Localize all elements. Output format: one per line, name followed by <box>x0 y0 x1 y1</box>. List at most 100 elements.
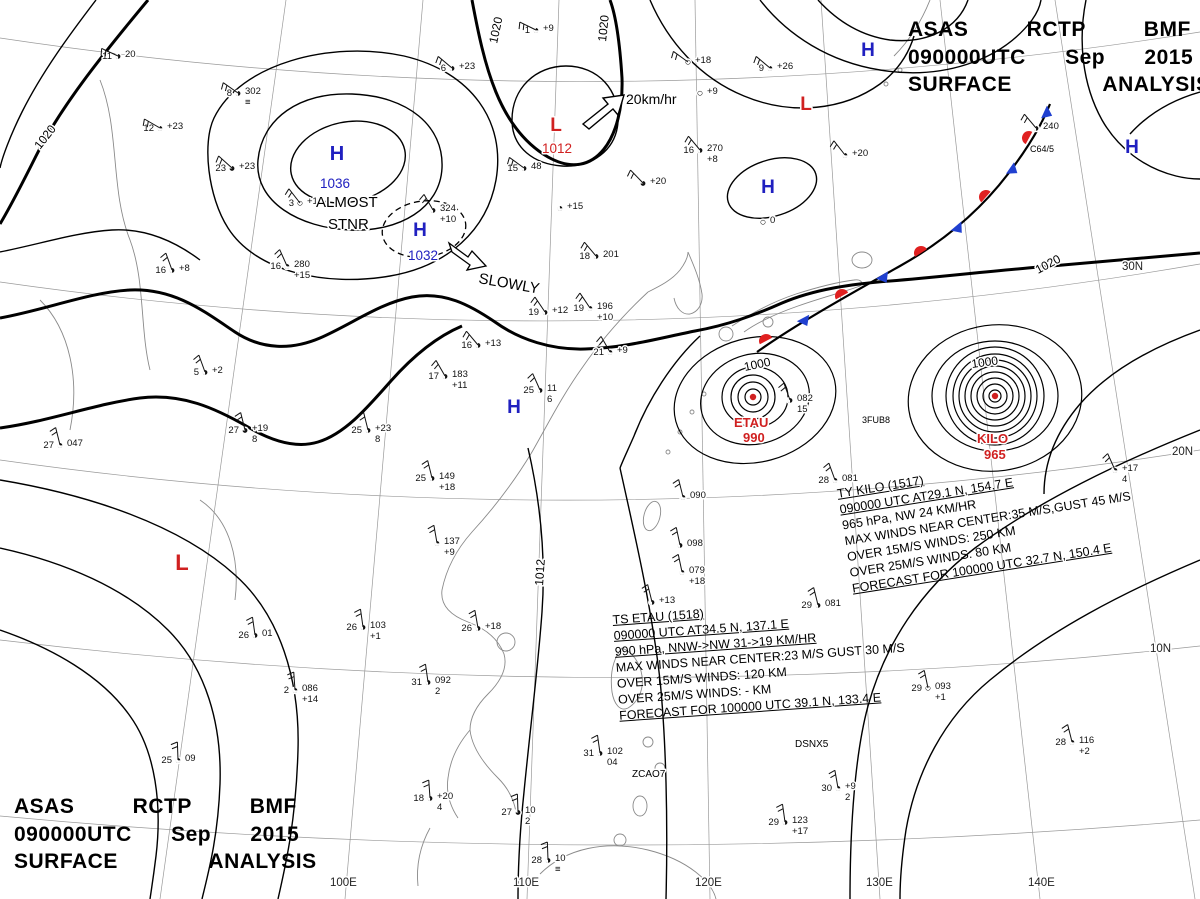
isobar-line <box>649 0 915 109</box>
wind-barb-tick <box>359 416 366 421</box>
pressure-center-high: H <box>861 40 875 61</box>
station-value: +17 <box>792 826 808 837</box>
station-value: 9 <box>759 63 764 74</box>
station-symbol: ◑ <box>475 623 482 635</box>
station-plot: ◑18 +204 <box>412 779 455 815</box>
wind-barb-tick <box>51 431 58 436</box>
station-symbol: ◔ <box>284 261 291 273</box>
station-symbol: ◑ <box>365 425 372 437</box>
isobar-value-label: 1000 <box>743 355 772 374</box>
pressure-center-high: H <box>507 397 521 418</box>
wind-barb-tick <box>596 336 602 343</box>
station-value: 16 <box>155 265 166 276</box>
cold-front-symbol <box>950 221 962 233</box>
wind-barb-tick <box>427 524 435 530</box>
wind-barb-tick <box>776 803 783 808</box>
graticule-line <box>1054 0 1196 899</box>
wind-barb-tick <box>643 588 650 593</box>
graticule-line <box>0 449 1200 501</box>
wind-barb-tick <box>672 553 679 559</box>
station-plot: ◔28 081 <box>817 462 859 488</box>
station-plot: ◑5 +2 <box>192 354 224 380</box>
wind-barb-tick <box>533 300 538 306</box>
wind-barb-tick <box>354 608 361 613</box>
wind-barb-tick <box>421 460 428 465</box>
wind-barb-tick <box>511 798 518 802</box>
station-symbol: ◑ <box>782 817 789 829</box>
station-plot: ◔ 137+9 <box>427 524 461 560</box>
station-value: 15 <box>507 163 518 174</box>
graticule-line <box>526 0 560 899</box>
station-plot: ◔ +15 <box>555 200 584 217</box>
wind-barb <box>673 51 689 63</box>
annotation-text: KILO <box>977 431 1008 446</box>
station-value: 2 <box>284 685 289 696</box>
station-symbol: ◕ <box>229 163 236 175</box>
stationary-front <box>756 103 1053 353</box>
station-value: 6 <box>441 63 446 74</box>
coastline <box>893 0 931 57</box>
wind-barb <box>55 427 61 446</box>
wind-barb-tick <box>462 330 467 338</box>
station-value: 2 <box>525 816 530 827</box>
wind-barb <box>833 140 846 156</box>
station-symbol: ◑ <box>427 793 434 805</box>
isobar-line <box>1043 329 1200 495</box>
station-plot: ○3 +15 <box>284 188 325 211</box>
grid-label: 30N <box>1122 261 1143 273</box>
station-symbol: ◑ <box>425 677 432 689</box>
wind-barb-tick <box>355 613 362 617</box>
station-symbol: ◔ <box>1112 465 1119 477</box>
station-value: +18 <box>689 576 705 587</box>
isobar-value-label: 1020 <box>595 14 612 42</box>
station-value: 04 <box>607 757 618 768</box>
wind-barb-tick <box>224 85 228 92</box>
wind-barb <box>198 354 206 373</box>
graticule-line <box>939 0 1041 899</box>
station-plot: ◑16 +13 <box>460 330 503 353</box>
wind-barb-tick <box>674 53 678 60</box>
station-symbol: ◑ <box>430 205 437 217</box>
station-value: 19 <box>528 307 539 318</box>
station-value: +23 <box>167 121 183 132</box>
wind-barb-tick <box>599 339 604 346</box>
coastline <box>632 795 648 817</box>
wind-barb-tick <box>288 192 293 198</box>
wind-barb-tick <box>104 50 107 57</box>
station-symbol: ◔ <box>292 685 299 697</box>
wind-barb-tick <box>468 609 476 615</box>
wind-barb-tick <box>919 674 926 679</box>
isobar-line <box>899 559 1200 899</box>
station-value: +18 <box>439 482 455 493</box>
station-plot: ◑8 302≡ <box>220 82 262 110</box>
station-symbol: ◔ <box>533 25 540 37</box>
station-value: +20 <box>852 148 868 159</box>
grid-label: 10N <box>1150 643 1171 655</box>
wind-barb <box>1024 113 1037 129</box>
typhoon-ring <box>970 371 1020 421</box>
station-value: +18 <box>695 55 711 66</box>
isobar-line-bold <box>0 324 463 446</box>
wind-barb <box>279 249 288 267</box>
annotation-text: 20km/hr <box>626 91 677 107</box>
station-symbol: ◔ <box>1069 737 1076 749</box>
station-plot: ◕23 +23 <box>214 155 257 176</box>
wind-barb <box>433 525 438 544</box>
typhoon-ring <box>931 340 1059 452</box>
typhoon-ring <box>988 389 1002 403</box>
wind-barb <box>630 169 644 184</box>
wind-barb-tick <box>1023 117 1028 124</box>
wind-barb-tick <box>529 377 535 383</box>
station-symbol: ◔ <box>842 150 849 162</box>
station-value: 1 <box>525 25 530 36</box>
station-symbol: ◑ <box>442 371 449 383</box>
station-value: 16 <box>270 261 281 272</box>
isobar-value-label: 1020 <box>1033 252 1063 277</box>
wind-barb <box>176 741 179 761</box>
isobar-line <box>1129 91 1200 135</box>
isobar-line <box>0 0 97 169</box>
wind-barb-tick <box>829 140 835 148</box>
wind-barb-tick <box>630 173 635 179</box>
